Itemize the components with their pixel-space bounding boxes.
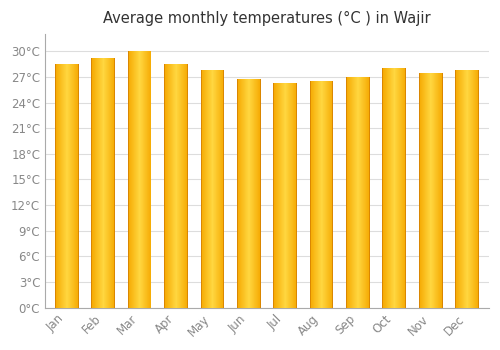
Bar	[369, 77, 370, 308]
Bar	[296, 83, 297, 308]
Bar	[478, 70, 479, 308]
Bar	[419, 73, 420, 308]
Bar	[55, 64, 56, 308]
Bar	[237, 79, 238, 308]
Bar	[200, 70, 202, 308]
Bar	[332, 81, 334, 308]
Title: Average monthly temperatures (°C ) in Wajir: Average monthly temperatures (°C ) in Wa…	[103, 11, 431, 26]
Bar	[150, 51, 152, 308]
Bar	[346, 77, 347, 308]
Bar	[164, 64, 165, 308]
Bar	[128, 51, 129, 308]
Bar	[114, 58, 115, 308]
Bar	[455, 70, 456, 308]
Bar	[187, 64, 188, 308]
Bar	[382, 68, 384, 308]
Bar	[405, 68, 406, 308]
